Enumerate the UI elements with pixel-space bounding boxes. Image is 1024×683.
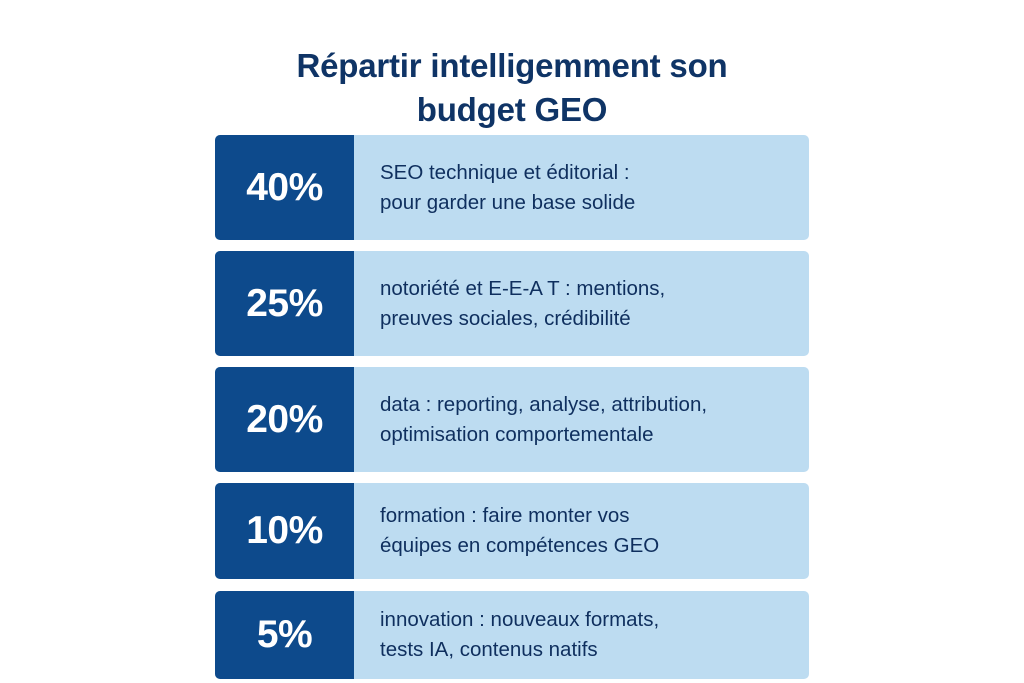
description-line-2: pour garder une base solide — [380, 190, 636, 214]
percent-badge: 5% — [215, 591, 354, 679]
item-description: formation : faire monter vos équipes en … — [354, 483, 809, 579]
description-line-2: optimisation comportementale — [380, 422, 654, 446]
description-line-2: équipes en compétences GEO — [380, 534, 660, 557]
page-title: Répartir intelligemment son budget GEO — [0, 44, 1024, 132]
description-line-1: SEO technique et éditorial : — [380, 160, 630, 184]
title-line-1: Répartir intelligemment son — [296, 47, 728, 85]
description-line-1: innovation : nouveaux formats, — [380, 608, 660, 631]
description-line-1: data : reporting, analyse, attribution, — [380, 392, 708, 416]
percent-badge: 10% — [215, 483, 354, 579]
budget-item-formation: 10% formation : faire monter vos équipes… — [215, 483, 809, 579]
percent-badge: 40% — [215, 135, 354, 240]
percent-badge: 25% — [215, 251, 354, 356]
item-description: notoriété et E-E-A T : mentions, preuves… — [354, 251, 809, 356]
item-description: SEO technique et éditorial : pour garder… — [354, 135, 809, 240]
budget-item-innovation: 5% innovation : nouveaux formats, tests … — [215, 591, 809, 679]
description-line-1: notoriété et E-E-A T : mentions, — [380, 276, 666, 300]
description-line-1: formation : faire monter vos — [380, 504, 630, 527]
budget-item-data: 20% data : reporting, analyse, attributi… — [215, 367, 809, 472]
budget-item-seo: 40% SEO technique et éditorial : pour ga… — [215, 135, 809, 240]
description-line-2: preuves sociales, crédibilité — [380, 306, 631, 330]
percent-badge: 20% — [215, 367, 354, 472]
item-description: innovation : nouveaux formats, tests IA,… — [354, 591, 809, 679]
budget-item-notoriete: 25% notoriété et E-E-A T : mentions, pre… — [215, 251, 809, 356]
title-line-2: budget GEO — [416, 91, 608, 129]
description-line-2: tests IA, contenus natifs — [380, 638, 598, 661]
item-description: data : reporting, analyse, attribution, … — [354, 367, 809, 472]
